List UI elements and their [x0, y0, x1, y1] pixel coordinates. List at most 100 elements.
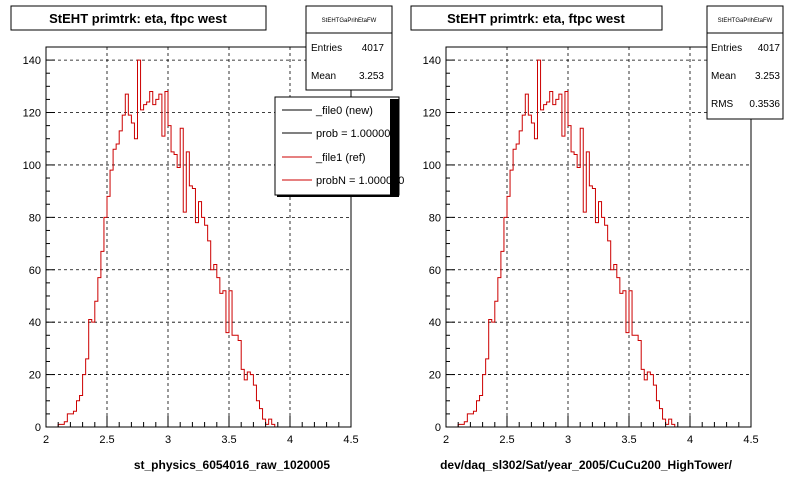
- histogram-bin: [144, 105, 147, 427]
- histogram-bin: [134, 139, 137, 427]
- y-tick-label: 60: [29, 265, 41, 277]
- grid-lines: [446, 47, 751, 427]
- y-tick-label: 60: [429, 265, 441, 277]
- chart-title: StEHT primtrk: eta, ftpc west: [49, 11, 227, 26]
- legend-label: probN = 1.000000: [316, 175, 404, 187]
- histogram-bin: [205, 225, 208, 427]
- stats-mean-value: 3.253: [755, 71, 780, 82]
- histogram-bin: [589, 186, 592, 427]
- histogram-bin: [119, 131, 122, 427]
- left-histogram-panel: 0 20 40 60 80 100 120 140 2 2.5 3 3.5 4 4.5 st_physi…: [10, 5, 404, 472]
- y-tick-label: 100: [423, 160, 441, 172]
- histogram-bin: [626, 333, 629, 427]
- y-tick-label: 120: [423, 108, 441, 120]
- legend: _file0 (new) prob = 1.000000 _file1 (ref…: [274, 96, 404, 197]
- y-tick-label: 40: [29, 317, 41, 329]
- histogram-bin: [556, 99, 559, 427]
- stats-mean-label: Mean: [711, 71, 736, 82]
- axis-ticks: [445, 59, 752, 428]
- stats-rms-value: 0.3536: [749, 99, 780, 110]
- histogram-bin: [183, 212, 186, 427]
- legend-entry-new: _file0 (new): [282, 105, 373, 117]
- x-tick-label: 3: [165, 434, 171, 446]
- histogram-bin: [192, 189, 195, 427]
- legend-label: prob = 1.000000: [316, 128, 396, 140]
- y-tick-label: 80: [29, 212, 41, 224]
- plot-frame: [445, 46, 752, 428]
- histogram-bin: [614, 265, 617, 427]
- y-tick-labels: 0 20 40 60 80 100 120 140: [23, 55, 41, 434]
- legend-label: _file1 (ref): [315, 152, 366, 164]
- histogram-bin: [562, 136, 565, 427]
- histogram-bin: [599, 202, 602, 427]
- stats-box: StEHTGaPrihEtaFW Entries 4017 Mean 3.253: [305, 5, 393, 91]
- histogram-bin: [547, 102, 550, 427]
- histogram-bin: [531, 123, 534, 427]
- histogram-bin: [620, 293, 623, 427]
- histogram-bin: [541, 110, 544, 427]
- y-tick-label: 0: [435, 422, 441, 434]
- histogram-bin: [568, 126, 571, 427]
- histogram-bin: [232, 335, 235, 427]
- histogram-bin: [595, 223, 598, 427]
- histogram-bin: [128, 115, 131, 427]
- x-tick-label: 2.5: [499, 434, 514, 446]
- x-tick-label: 4.5: [743, 434, 758, 446]
- stats-entries-label: Entries: [711, 43, 742, 54]
- y-tick-label: 140: [23, 55, 41, 67]
- histogram-bin: [235, 335, 238, 427]
- y-tick-labels: 0 20 40 60 80 100 120 140: [423, 55, 441, 434]
- y-tick-label: 0: [35, 422, 41, 434]
- histogram-line: [457, 59, 681, 428]
- histogram-bin: [617, 278, 620, 427]
- stats-mean-label: Mean: [311, 71, 336, 82]
- x-tick-labels: 2 2.5 3 3.5 4 4.5: [443, 434, 759, 446]
- histogram-bin: [244, 380, 247, 427]
- title-box: [10, 5, 267, 31]
- histogram-bin: [519, 131, 522, 427]
- legend-entry-probn: probN = 1.000000: [282, 175, 404, 187]
- legend-label: _file0 (new): [315, 105, 373, 117]
- histogram-bin: [644, 380, 647, 427]
- histogram-bin: [195, 223, 198, 427]
- plot-frame: [45, 46, 352, 428]
- x-tick-label: 2: [43, 434, 49, 446]
- histogram-bin: [550, 92, 553, 427]
- histogram-bin: [611, 270, 614, 427]
- y-tick-label: 20: [29, 370, 41, 382]
- histogram-bin: [217, 278, 220, 427]
- histogram-bin: [156, 99, 159, 427]
- histogram-bin: [122, 115, 125, 427]
- histogram-bin: [544, 105, 547, 427]
- histogram-bin: [507, 196, 510, 427]
- y-tick-label: 20: [429, 370, 441, 382]
- grid-lines: [46, 47, 351, 427]
- histogram-bin: [174, 154, 177, 427]
- histogram-bin: [605, 225, 608, 427]
- histogram-bars: [57, 59, 281, 428]
- histogram-bin: [528, 115, 531, 427]
- histogram-bin: [153, 105, 156, 427]
- histogram-bin: [125, 94, 128, 427]
- histogram-bin: [165, 92, 168, 427]
- x-tick-labels: 2 2.5 3 3.5 4 4.5: [43, 434, 359, 446]
- histogram-bin: [510, 170, 513, 427]
- histogram-line: [57, 59, 281, 428]
- x-axis-label: dev/daq_sl302/Sat/year_2005/CuCu200_High…: [440, 458, 733, 472]
- histogram-bars: [457, 59, 681, 428]
- stats-entries-value: 4017: [758, 43, 781, 54]
- histogram-bin: [168, 126, 171, 427]
- histogram-bin: [177, 168, 180, 427]
- legend-entry-ref: _file1 (ref): [282, 152, 366, 164]
- x-axis-label: st_physics_6054016_raw_1020005: [134, 458, 330, 472]
- histogram-bin: [534, 139, 537, 427]
- y-tick-label: 140: [423, 55, 441, 67]
- stats-name: StEHTGaPrihEtaFW: [718, 18, 773, 24]
- histogram-bin: [635, 335, 638, 427]
- histogram-bin: [147, 102, 150, 427]
- histogram-bin: [189, 186, 192, 427]
- stats-name: StEHTGaPrihEtaFW: [322, 18, 377, 24]
- x-tick-label: 4: [287, 434, 293, 446]
- x-tick-label: 4: [687, 434, 693, 446]
